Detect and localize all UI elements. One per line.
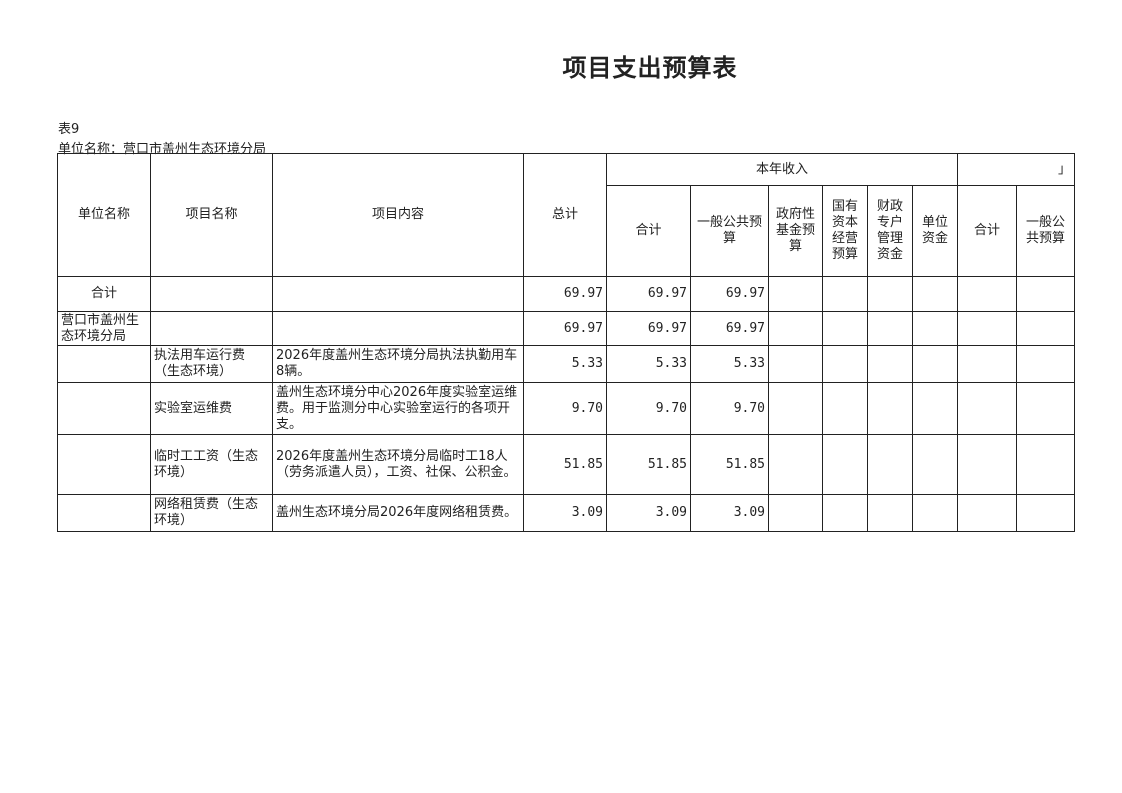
cell-unit	[57, 345, 151, 383]
cell-content: 盖州生态环境分中心2026年度实验室运维费。用于监测分中心实验室运行的各项开支。	[272, 382, 524, 435]
cell-general: 69.97	[690, 311, 769, 346]
subheader-0: 合计	[606, 185, 691, 277]
header-project-name: 项目名称	[150, 153, 273, 277]
cell-total: 9.70	[523, 382, 607, 435]
cell-unit: 营口市盖州生态环境分局	[57, 311, 151, 346]
cell-name: 网络租赁费（生态环境）	[150, 494, 273, 532]
cell-general: 51.85	[690, 434, 769, 495]
budget-table: 单位名称 项目名称 项目内容 总计 本年收入 」 合计 一般公共预算 政府性基金预算…	[57, 153, 1076, 532]
subheader-1: 一般公共预算	[690, 185, 769, 277]
cell-content: 盖州生态环境分局2026年度网络租赁费。	[272, 494, 524, 532]
cell-empty	[768, 311, 823, 346]
subheader-7: 一般公共预算	[1016, 185, 1076, 277]
cell-content: 2026年度盖州生态环境分局执法执勤用车8辆。	[272, 345, 524, 383]
cell-total: 51.85	[523, 434, 607, 495]
cell-empty	[1016, 434, 1076, 495]
subheader-2: 政府性基金预算	[768, 185, 823, 277]
header-total: 总计	[523, 153, 607, 277]
cell-sum: 3.09	[606, 494, 691, 532]
cell-sum: 9.70	[606, 382, 691, 435]
cell-empty	[911, 382, 959, 435]
subheader-6: 合计	[957, 185, 1018, 277]
cell-empty	[822, 494, 868, 532]
cell-unit: 合计	[57, 276, 151, 312]
cell-empty	[957, 382, 1018, 435]
cell-total: 69.97	[523, 276, 607, 312]
cell-empty	[822, 434, 868, 495]
cell-empty	[957, 311, 1018, 346]
table-row: 营口市盖州生态环境分局 69.97 69.97 69.97	[57, 311, 1076, 346]
cell-content	[272, 311, 524, 346]
table-number: 表9	[58, 122, 80, 137]
cell-unit	[57, 382, 151, 435]
cell-empty	[911, 434, 959, 495]
cell-empty	[768, 276, 823, 312]
cell-empty	[1016, 276, 1076, 312]
cell-empty	[867, 276, 913, 312]
cell-empty	[768, 345, 823, 383]
cell-content: 2026年度盖州生态环境分局临时工18人（劳务派遣人员），工资、社保、公积金。	[272, 434, 524, 495]
cell-empty	[822, 276, 868, 312]
cell-sum: 69.97	[606, 276, 691, 312]
cell-empty	[1016, 494, 1076, 532]
header-unit-name: 单位名称	[57, 153, 151, 277]
cell-general: 3.09	[690, 494, 769, 532]
cell-name: 执法用车运行费（生态环境）	[150, 345, 273, 383]
cell-empty	[911, 345, 959, 383]
subheader-5: 单位资金	[911, 185, 959, 277]
cell-empty	[867, 382, 913, 435]
cell-total: 3.09	[523, 494, 607, 532]
cell-sum: 5.33	[606, 345, 691, 383]
table-row: 实验室运维费 盖州生态环境分中心2026年度实验室运维费。用于监测分中心实验室运行…	[57, 382, 1076, 435]
cell-name: 实验室运维费	[150, 382, 273, 435]
cell-sum: 51.85	[606, 434, 691, 495]
cell-empty	[768, 494, 823, 532]
cell-empty	[867, 434, 913, 495]
cell-unit	[57, 434, 151, 495]
cell-empty	[822, 311, 868, 346]
cell-empty	[768, 382, 823, 435]
cell-general: 69.97	[690, 276, 769, 312]
cell-empty	[822, 382, 868, 435]
cell-empty	[957, 434, 1018, 495]
cell-empty	[1016, 345, 1076, 383]
cell-empty	[911, 311, 959, 346]
table-row: 网络租赁费（生态环境） 盖州生态环境分局2026年度网络租赁费。 3.09 3.09 3…	[57, 494, 1076, 532]
page-title: 项目支出预算表	[562, 54, 738, 82]
cell-empty	[867, 494, 913, 532]
cell-sum: 69.97	[606, 311, 691, 346]
cell-unit	[57, 494, 151, 532]
table-row: 临时工工资（生态环境） 2026年度盖州生态环境分局临时工18人（劳务派遣人员），…	[57, 434, 1076, 495]
cell-empty	[822, 345, 868, 383]
header-overflow-mark: 」	[957, 153, 1076, 186]
subheader-4: 财政专户管理资金	[867, 185, 913, 277]
cell-empty	[911, 494, 959, 532]
cell-empty	[1016, 311, 1076, 346]
table-row: 合计 69.97 69.97 69.97	[57, 276, 1076, 312]
header-project-content: 项目内容	[272, 153, 524, 277]
table-row: 执法用车运行费（生态环境） 2026年度盖州生态环境分局执法执勤用车8辆。 5.33…	[57, 345, 1076, 383]
cell-empty	[768, 434, 823, 495]
cell-empty	[867, 311, 913, 346]
cell-empty	[957, 276, 1018, 312]
cell-empty	[1016, 382, 1076, 435]
subheader-3: 国有资本经营预算	[822, 185, 868, 277]
cell-empty	[867, 345, 913, 383]
cell-content	[272, 276, 524, 312]
cell-name	[150, 276, 273, 312]
cell-name	[150, 311, 273, 346]
cell-total: 5.33	[523, 345, 607, 383]
cell-total: 69.97	[523, 311, 607, 346]
cell-general: 9.70	[690, 382, 769, 435]
header-current-income: 本年收入	[605, 153, 959, 186]
cell-empty	[911, 276, 959, 312]
cell-general: 5.33	[690, 345, 769, 383]
cell-empty	[957, 345, 1018, 383]
cell-empty	[957, 494, 1018, 532]
cell-name: 临时工工资（生态环境）	[150, 434, 273, 495]
